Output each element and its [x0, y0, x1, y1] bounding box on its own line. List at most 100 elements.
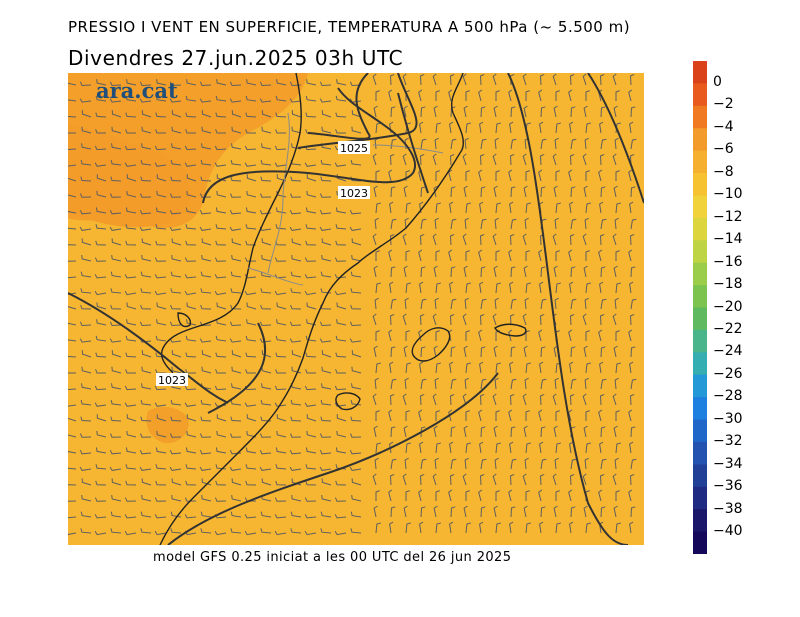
wind-barb [612, 73, 617, 86]
wind-barb [94, 497, 107, 502]
wind-barb [155, 480, 167, 486]
wind-barb [492, 313, 497, 326]
wind-barb [231, 478, 242, 486]
wind-barb [495, 122, 501, 134]
wind-barb [465, 170, 470, 181]
wind-barb [110, 193, 122, 198]
wind-barb [319, 449, 332, 455]
wind-barb [539, 281, 544, 294]
wind-barb [231, 126, 242, 134]
wind-barb [125, 240, 137, 246]
wind-barb [290, 193, 302, 198]
wind-barb [199, 466, 212, 471]
wind-barb [494, 217, 499, 230]
wind-barb [449, 121, 454, 134]
wind-barb [336, 302, 347, 310]
wind-barb [478, 329, 483, 342]
wind-barb [628, 409, 633, 422]
wind-barb [420, 186, 426, 198]
wind-barb [584, 217, 589, 230]
wind-barb [154, 402, 167, 407]
wind-barb [230, 176, 242, 182]
wind-barb [289, 98, 302, 103]
wind-barb [495, 282, 501, 294]
wind-barb [420, 426, 426, 438]
wind-barb [95, 352, 107, 358]
wind-barb [351, 238, 362, 246]
wind-barb [450, 426, 456, 438]
wind-barb [510, 298, 517, 310]
wind-barb [435, 170, 440, 181]
wind-barb [170, 176, 182, 182]
wind-barb [405, 330, 410, 341]
wind-barb [630, 458, 637, 470]
wind-barb [509, 313, 515, 326]
wind-barb [630, 106, 636, 118]
wind-barb [598, 169, 603, 182]
wind-barb [245, 129, 256, 134]
wind-barb [495, 410, 500, 421]
wind-barb [628, 169, 633, 182]
wind-barb [480, 346, 486, 358]
wind-barb [184, 497, 197, 502]
wind-barb [336, 79, 347, 86]
wind-barb [68, 516, 77, 519]
isobars [68, 73, 644, 545]
wind-barb [230, 304, 242, 310]
wind-barb [419, 153, 425, 166]
svg-text:1025: 1025 [340, 142, 368, 155]
wind-barb [126, 414, 137, 422]
wind-barb [169, 209, 182, 215]
wind-barb [170, 511, 182, 518]
wind-barb [140, 304, 152, 310]
wind-barb [275, 464, 287, 470]
wind-barb [420, 106, 426, 118]
wind-barb [598, 249, 603, 262]
wind-barb [523, 345, 528, 358]
wind-barb [154, 145, 167, 151]
wind-barb [95, 369, 106, 374]
wind-barb [479, 361, 484, 374]
wind-barb [375, 490, 380, 501]
wind-barb [569, 473, 575, 486]
wind-barb [80, 416, 92, 422]
wind-barb [465, 362, 471, 374]
wind-barb [372, 73, 377, 86]
wind-barb [81, 126, 92, 134]
wind-barb [291, 110, 302, 118]
wind-barb [261, 143, 272, 150]
wind-barb [95, 129, 106, 134]
wind-barb [495, 490, 500, 501]
wind-barb [389, 521, 394, 534]
wind-barb [335, 207, 347, 214]
wind-barb [154, 497, 167, 502]
wind-barb [570, 186, 576, 198]
wind-barb [290, 433, 302, 438]
wind-barb [336, 414, 347, 422]
wind-barb [599, 313, 605, 326]
wind-barb [434, 297, 439, 310]
wind-barb [553, 345, 558, 358]
wind-barb [276, 430, 287, 438]
colorbar-tick-label: −34 [713, 455, 743, 472]
wind-barb [140, 288, 152, 294]
wind-barb [140, 159, 152, 166]
wind-barb [320, 271, 332, 278]
wind-barb [275, 129, 286, 134]
wind-barb [403, 345, 408, 358]
wind-barb [419, 473, 425, 486]
borders [247, 112, 444, 286]
wind-barb [629, 73, 635, 86]
wind-barb [570, 346, 576, 358]
wind-barb [170, 159, 182, 166]
colorbar-tick-label: −4 [713, 118, 734, 135]
wind-barb [124, 274, 137, 279]
wind-barb [351, 478, 362, 486]
wind-barb [509, 201, 514, 214]
wind-barb [201, 478, 212, 486]
wind-barb [68, 227, 77, 230]
wind-barb [630, 138, 637, 150]
wind-barb [583, 265, 588, 278]
wind-barb [81, 383, 92, 390]
wind-barb [96, 302, 107, 310]
